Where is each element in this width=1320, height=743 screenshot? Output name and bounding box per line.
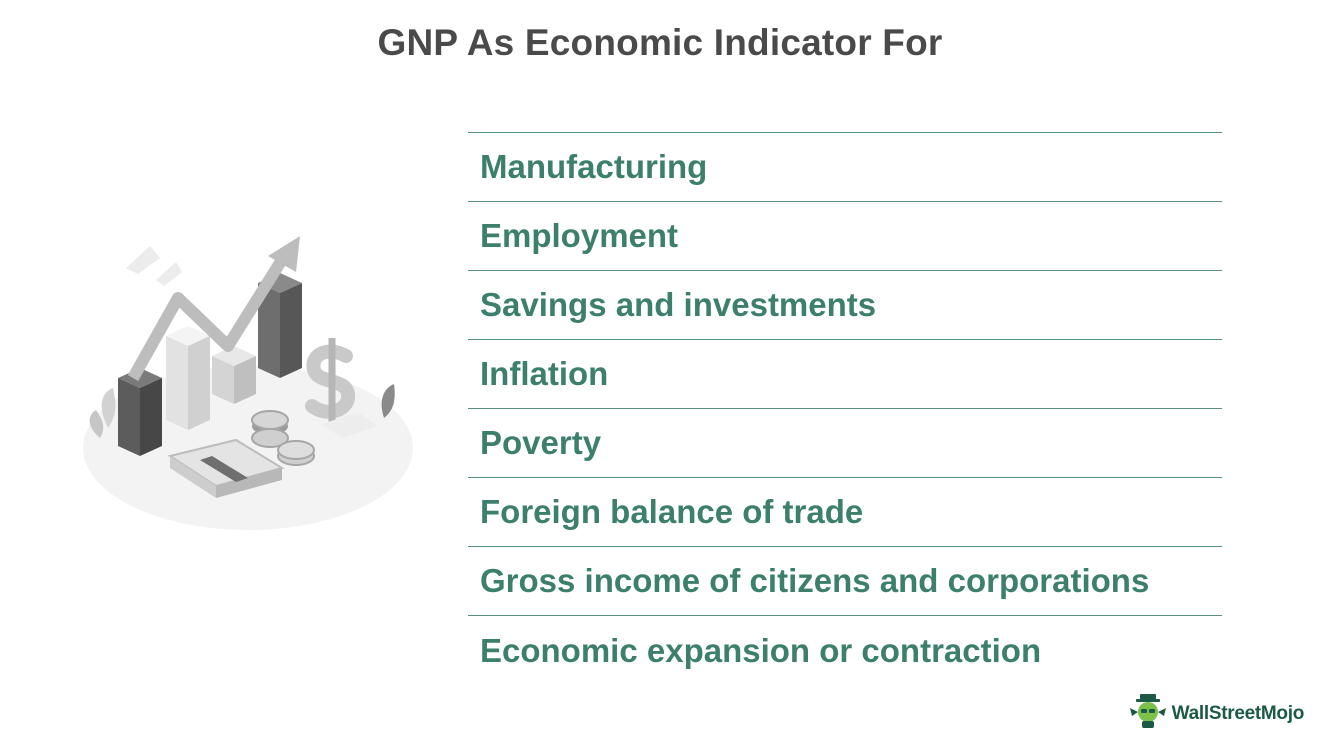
mojo-mascot-icon <box>1128 694 1168 733</box>
growth-chart-money-icon <box>78 228 418 538</box>
brand-name: WallStreetMojo <box>1171 702 1305 724</box>
list-item: Inflation <box>468 340 1222 409</box>
brand-logo: WallStreetMojo <box>1128 694 1304 733</box>
list-item: Manufacturing <box>468 133 1222 202</box>
list-item: Gross income of citizens and corporation… <box>468 547 1222 616</box>
list-item: Employment <box>468 202 1222 271</box>
page-title: GNP As Economic Indicator For <box>377 22 943 63</box>
list-item: Poverty <box>468 409 1222 478</box>
list-item: Economic expansion or contraction <box>480 631 1042 669</box>
indicator-list: Manufacturing Employment Savings and inv… <box>468 132 1222 685</box>
list-item: Foreign balance of trade <box>468 478 1222 547</box>
list-item: Savings and investments <box>468 271 1222 340</box>
